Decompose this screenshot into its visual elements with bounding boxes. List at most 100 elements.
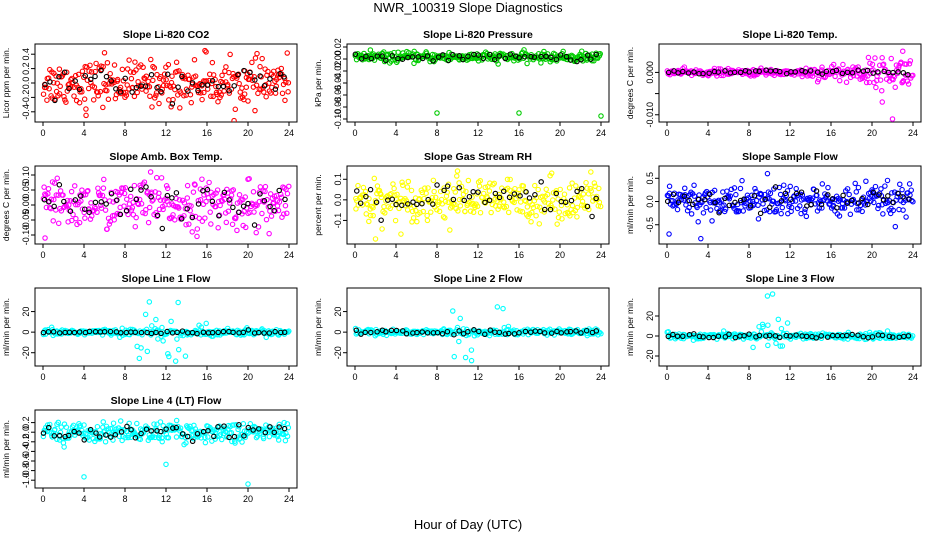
x-tick-label: 20 (555, 250, 565, 260)
data-point (486, 188, 493, 194)
data-point (880, 211, 886, 217)
reference-point (516, 55, 522, 61)
chart-title: Slope Li-820 Temp. (743, 29, 838, 41)
reference-point (178, 216, 185, 222)
reference-point (767, 68, 774, 74)
data-point (168, 318, 174, 325)
data-point (260, 435, 267, 442)
data-point (740, 208, 746, 214)
data-point (580, 191, 587, 197)
data-point (165, 351, 171, 357)
data-point (432, 194, 439, 201)
data-point (889, 190, 895, 196)
x-tick-label: 0 (664, 372, 669, 382)
data-point (554, 221, 560, 227)
data-point (863, 79, 870, 86)
y-tick-label: -0.4 (21, 104, 31, 120)
reference-point (890, 334, 896, 340)
data-point (165, 61, 172, 68)
data-point (584, 185, 590, 191)
data-point (124, 196, 130, 202)
data-point (150, 77, 156, 84)
data-point (121, 190, 128, 197)
data-point (57, 429, 64, 436)
data-point (492, 203, 499, 209)
reference-point (722, 334, 729, 340)
data-point (430, 177, 437, 184)
data-point (468, 347, 475, 353)
data-point (424, 217, 431, 224)
x-axis-label: Hour of Day (UTC) (413, 517, 523, 532)
reference-point (844, 200, 851, 206)
data-point (476, 183, 483, 189)
data-point (71, 183, 78, 189)
data-point (880, 62, 886, 68)
data-point (739, 177, 745, 184)
chart-panel: Slope Amb. Box Temp. 0 4 8 12 16 20 24 -0.10-0.0… (1, 151, 298, 260)
points-group (352, 304, 604, 364)
data-point (706, 190, 712, 197)
data-point (720, 328, 727, 334)
reference-point (496, 329, 503, 336)
data-point (153, 92, 159, 99)
reference-point (267, 76, 273, 82)
data-point (79, 68, 86, 75)
data-point (63, 69, 70, 76)
x-tick-label: 20 (243, 250, 253, 260)
data-point (890, 72, 897, 79)
reference-point (173, 424, 180, 431)
data-point (873, 84, 879, 91)
data-point (373, 200, 379, 206)
reference-point (409, 54, 416, 60)
data-point (197, 197, 204, 203)
reference-point (154, 84, 160, 91)
reference-point (51, 433, 58, 439)
data-point (63, 99, 69, 105)
data-point (752, 185, 758, 192)
reference-point (516, 330, 522, 336)
data-point (878, 87, 885, 94)
data-point (85, 187, 91, 194)
reference-point (251, 222, 258, 228)
data-point (259, 210, 265, 217)
data-point (184, 424, 191, 431)
reference-point (159, 225, 166, 232)
data-point (253, 229, 259, 236)
data-point (149, 104, 155, 110)
reference-point (895, 190, 902, 197)
reference-point (706, 70, 712, 76)
x-tick-label: 0 (40, 372, 45, 382)
data-point (81, 209, 87, 216)
reference-point (272, 86, 279, 92)
reference-point (72, 78, 78, 84)
y-tick-label: -0.8 (21, 463, 31, 479)
data-point (80, 192, 87, 198)
data-point (228, 429, 235, 436)
data-point (46, 85, 52, 92)
data-point (787, 183, 794, 190)
reference-point (123, 207, 130, 214)
data-point (665, 193, 672, 199)
data-point (781, 182, 787, 188)
x-tick-label: 24 (596, 128, 606, 138)
data-point (207, 209, 213, 215)
data-point (205, 434, 211, 440)
data-point (94, 209, 100, 215)
data-point (480, 190, 487, 197)
data-point (151, 65, 158, 71)
reference-point (537, 328, 543, 335)
data-point (903, 214, 909, 220)
data-point (165, 434, 172, 441)
data-point (121, 203, 127, 209)
data-point (855, 64, 861, 70)
data-point (703, 204, 709, 211)
reference-point (670, 331, 676, 338)
reference-point (782, 190, 789, 197)
data-point (910, 198, 916, 205)
x-tick-label: 24 (284, 494, 294, 504)
reference-point (496, 53, 502, 59)
data-point (543, 186, 549, 193)
reference-point (839, 70, 846, 77)
data-point (574, 204, 581, 211)
reference-point (101, 329, 108, 335)
